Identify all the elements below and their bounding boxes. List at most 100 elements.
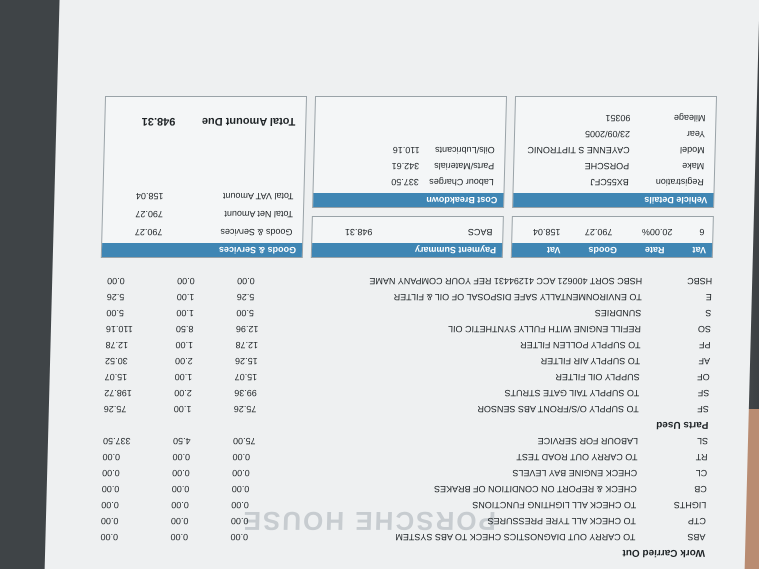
part-desc: HSBC SORT 400621 ACC 41294431 REF YOUR C…	[369, 276, 643, 286]
part-row: SF TO SUPPLY O/S/FRONT ABS SENSOR 75.26 1.0…	[104, 400, 749, 414]
part-row: PF TO SUPPLY POLLEN FILTER 12.78 1.00 12.78	[105, 336, 750, 350]
vehicle-value: BX55CFJ	[590, 177, 629, 187]
part-total: 30.52	[104, 356, 128, 366]
vehicle-details-header: Vehicle Details	[513, 193, 714, 207]
work-total: 0.00	[101, 484, 120, 494]
part-total: 12.78	[105, 340, 129, 350]
part-code: SF	[697, 404, 709, 414]
vat-amount: 158.04	[532, 227, 561, 237]
work-unit: 0.00	[232, 452, 251, 462]
parts-used-title: Parts Used	[656, 419, 709, 430]
part-code: S	[705, 308, 712, 318]
part-qty: 2.00	[174, 356, 193, 366]
vat-header-4: Vat	[546, 245, 561, 255]
work-total: 337.50	[102, 436, 131, 446]
part-unit: 0.00	[237, 276, 255, 286]
vat-goods: 790.27	[584, 227, 613, 237]
vehicle-details-box: Vehicle Details Registration BX55CFJ Make P…	[512, 96, 718, 208]
part-desc: TO SUPPLY TAIL GATE STRUTS	[504, 388, 640, 398]
part-qty: 1.00	[176, 308, 195, 318]
work-row: SL LABOUR FOR SERVICE 75.00 4.50 337.50	[103, 432, 748, 446]
vat-rate: 20.00%	[641, 227, 673, 237]
part-code: OF	[697, 372, 710, 382]
cost-breakdown-box: Cost Breakdown Labour Charges 337.50 Parts…	[312, 96, 508, 208]
goods-value: 790.27	[134, 227, 163, 237]
amount-due-label: Total Amount Due	[201, 115, 296, 127]
invoice-sheet: PORSCHE HOUSE Work Carried Out ABS TO CAR…	[44, 0, 759, 569]
work-total: 0.00	[102, 468, 120, 478]
part-row: S SUNDRIES 5.00 1.00 5.00	[106, 304, 751, 318]
vehicle-value: CAYENNE S TIPTRONIC	[527, 145, 630, 155]
work-total: 0.00	[100, 532, 119, 542]
payment-summary-header: Payment Summary	[311, 243, 503, 257]
vehicle-value: PORSCHE	[584, 161, 630, 171]
work-row: CTP TO CHECK ALL TYRE PRESSURES 0.00 0.00 0.…	[101, 512, 746, 526]
vehicle-label: Make	[682, 161, 705, 171]
vat-header-1: Vat	[692, 245, 707, 255]
work-desc: CHECK & REPORT ON CONDITION OF BRAKES	[433, 484, 637, 494]
cost-label: Oils/Lubricants	[434, 145, 495, 155]
part-row: HSBC HSBC SORT 400621 ACC 41294431 REF YO…	[107, 272, 752, 286]
part-desc: TO SUPPLY POLLEN FILTER	[520, 340, 641, 350]
goods-label: Goods & Services	[220, 227, 293, 237]
part-total: 5.26	[106, 292, 125, 302]
part-total: 0.00	[107, 276, 125, 286]
part-desc: TO ENVIRONMENTALLY SAFE DISPOSAL OF OIL …	[393, 292, 642, 302]
work-code: LIGHTS	[673, 500, 707, 510]
work-unit: 0.00	[230, 516, 249, 526]
cost-label: Labour Charges	[429, 177, 494, 187]
work-desc: TO CHECK ALL TYRE PRESSURES	[487, 516, 637, 526]
part-total: 15.07	[104, 372, 128, 382]
work-qty: 0.00	[171, 484, 190, 494]
part-unit: 5.26	[236, 292, 255, 302]
part-qty: 1.00	[176, 292, 195, 302]
part-unit: 75.26	[233, 404, 257, 414]
vat-summary-box: Vat Rate Goods Vat 6 20.00% 790.27 158.0…	[510, 216, 714, 258]
cost-label: Parts/Materials	[434, 161, 495, 171]
vehicle-label: Model	[679, 145, 705, 155]
vat-header-3: Goods	[588, 245, 618, 255]
work-total: 0.00	[100, 516, 119, 526]
part-qty: 1.00	[175, 340, 194, 350]
part-code: AF	[698, 356, 711, 366]
vehicle-label: Mileage	[673, 113, 706, 123]
part-code: E	[705, 292, 712, 302]
vat-summary-header: Vat Rate Goods Vat	[511, 243, 713, 257]
part-qty: 1.00	[173, 404, 192, 414]
part-unit: 15.07	[234, 372, 258, 382]
work-code: ABS	[687, 532, 706, 542]
work-qty: 4.50	[172, 436, 191, 446]
work-unit: 0.00	[231, 500, 249, 510]
payment-summary-box: Payment Summary BACS 948.31	[310, 216, 504, 258]
goods-services-box: Goods & Services Goods & Services 790.27…	[100, 96, 308, 258]
part-code: PF	[698, 340, 711, 350]
cost-value: 342.61	[391, 161, 420, 171]
work-row: ABS TO CARRY OUT DIAGNOSTICS CHECK TO ABS…	[100, 528, 745, 542]
part-code: SF	[697, 388, 710, 398]
vat-code: 6	[699, 227, 705, 237]
vat-total-value: 158.04	[135, 191, 164, 201]
payment-method: BACS	[467, 227, 493, 237]
vehicle-value: 23/09/2005	[584, 129, 631, 139]
part-desc: TO SUPPLY O/S/FRONT ABS SENSOR	[477, 404, 639, 414]
payment-amount: 948.31	[344, 227, 373, 237]
work-code: CL	[695, 468, 708, 478]
work-total: 0.00	[102, 452, 121, 462]
part-desc: TO SUPPLY AIR FILTER	[540, 356, 641, 366]
work-qty: 0.00	[170, 516, 189, 526]
amount-due-value: 948.31	[141, 115, 176, 127]
part-row: OF SUPPLY OIL FILTER 15.07 1.00 15.07	[105, 368, 750, 382]
part-total: 110.16	[105, 324, 133, 334]
vehicle-label: Registration	[655, 177, 704, 187]
work-desc: CHECK ENGINE BAY LEVELS	[512, 468, 638, 478]
work-unit: 0.00	[230, 532, 249, 542]
part-total: 5.00	[106, 308, 125, 318]
part-unit: 99.36	[234, 388, 257, 398]
part-qty: 0.00	[177, 276, 195, 286]
net-value: 790.27	[135, 209, 164, 219]
part-row: AF TO SUPPLY AIR FILTER 15.26 2.00 30.52	[105, 352, 750, 366]
work-row: LIGHTS TO CHECK ALL LIGHTING FUNCTIONS 0.0…	[101, 496, 746, 510]
work-unit: 0.00	[231, 484, 250, 494]
part-qty: 1.00	[174, 372, 193, 382]
